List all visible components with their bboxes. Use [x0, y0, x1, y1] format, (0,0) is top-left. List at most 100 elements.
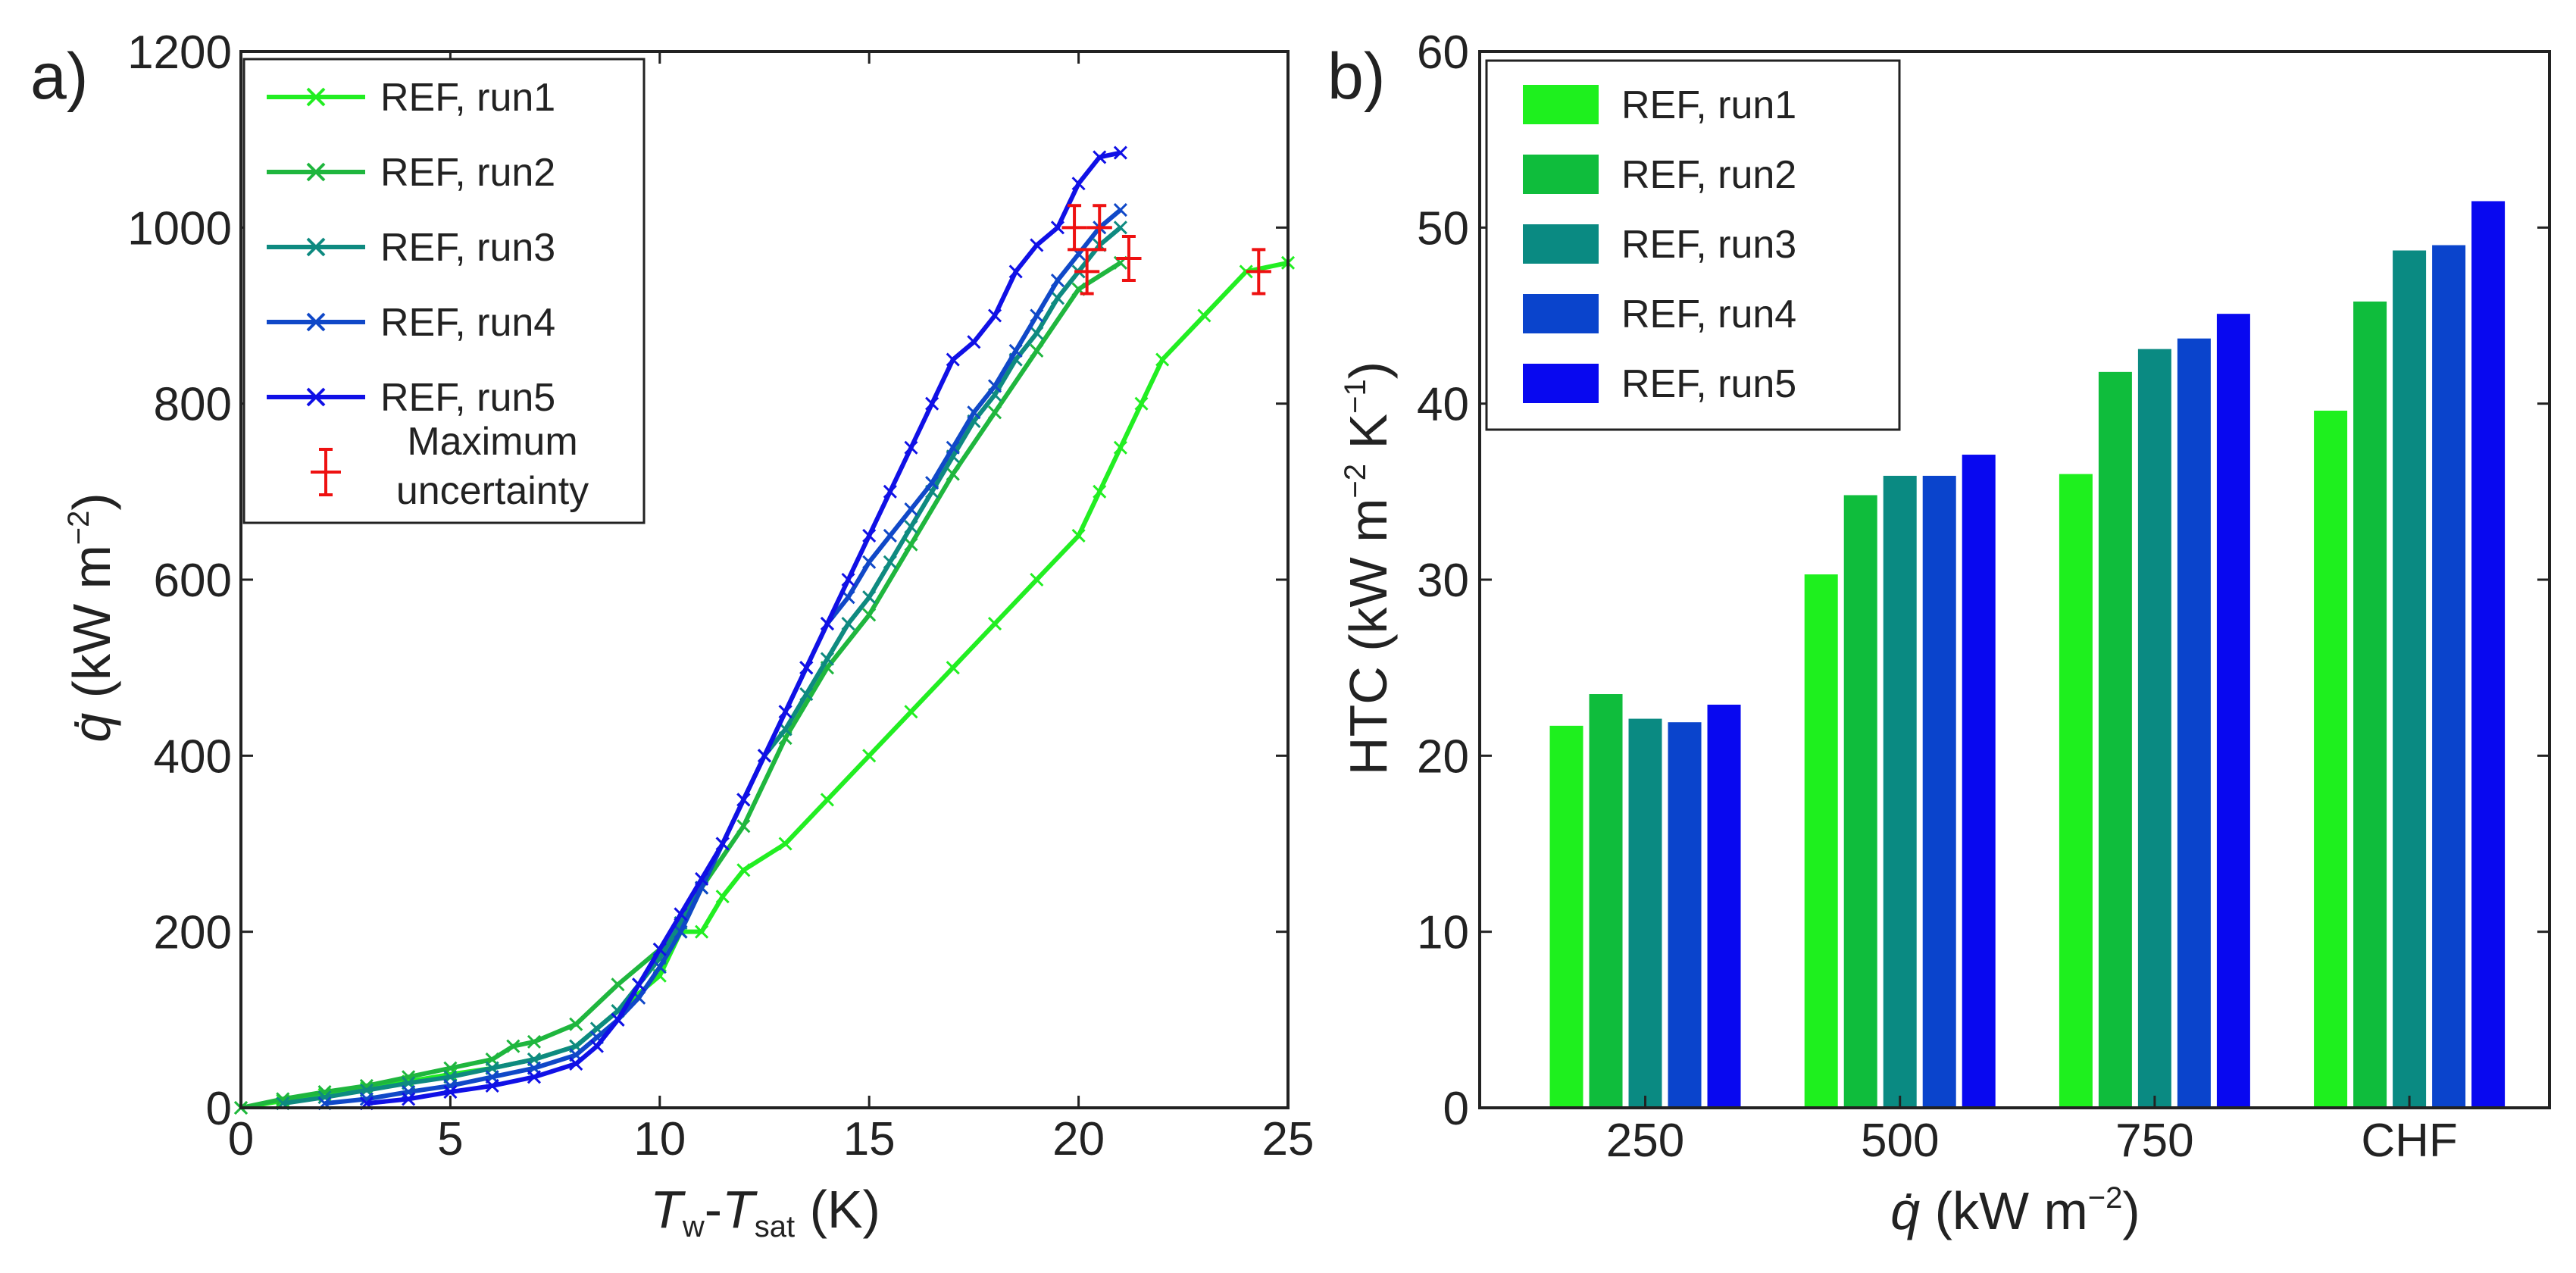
panel-b-ytick-label: 10 [1417, 907, 1469, 959]
panel-b-legend: REF, run1 REF, run2 REF, run3 REF, run4 REF,… [1485, 59, 1901, 431]
panel-b-legend-swatch [1523, 155, 1599, 194]
panel-a-data-point [402, 1092, 416, 1106]
panel-a-data-point [925, 396, 939, 411]
panel-a-xlabel-t1: T [650, 1180, 686, 1239]
panel-a: a) 0 5 10 15 20 25 0 200 400 600 800 1000 1200 Tw-Ts… [30, 27, 1314, 1243]
panel-a-series-line [240, 260, 1289, 1110]
panel-a-data-point [1071, 177, 1086, 191]
panel-b-xlabel-open: (kW m [1920, 1181, 2088, 1240]
panel-a-xlabel-t2: T [722, 1180, 758, 1239]
panel-a-data-point [904, 705, 918, 719]
panel-b-bar [2137, 349, 2171, 1109]
panel-b-ylabel-exp2: −1 [1339, 379, 1372, 414]
panel-a-data-point [674, 907, 688, 921]
panel-b-legend-swatch [1523, 85, 1599, 124]
panel-b-bar [2353, 301, 2387, 1108]
panel-a-data-point [883, 555, 897, 569]
panel-b-legend-label: REF, run2 [1621, 153, 1796, 197]
panel-a-ytick-label: 1000 [127, 202, 232, 255]
panel-b-bars-group [1549, 201, 2506, 1109]
panel-b-ytick-label: 20 [1417, 730, 1469, 783]
panel-b-xtick-label: 250 [1606, 1115, 1684, 1167]
panel-a-ylabel-q: q̇ [62, 713, 121, 743]
panel-b-legend-item-run5: REF, run5 [1523, 362, 1796, 406]
panel-a-data-point [946, 352, 960, 367]
panel-a-legend-label: REF, run1 [380, 76, 555, 120]
panel-a-xlabel: Tw-Tsat (K) [650, 1180, 880, 1243]
panel-a-series-line [282, 226, 1122, 1106]
panel-a-data-point [589, 1039, 604, 1053]
panel-b-bar [2471, 201, 2506, 1108]
panel-a-data-point [904, 502, 918, 517]
panel-b-group-250 [1549, 694, 1741, 1108]
panel-a-xtick-label: 0 [228, 1113, 254, 1165]
panel-b-ytick-label: 30 [1417, 555, 1469, 607]
panel-a-data-point [1030, 238, 1044, 252]
panel-a-legend-item-run3: REF, run3 [267, 226, 555, 270]
panel-a-legend-marker [306, 162, 326, 182]
panel-b-xtick-label: 750 [2115, 1115, 2193, 1167]
panel-b-bar [1922, 475, 1956, 1108]
panel-b-bar [2393, 250, 2427, 1109]
panel-a-xtick-label: 15 [843, 1113, 896, 1165]
panel-a-data-point [674, 924, 688, 939]
panel-a-legend-label: REF, run2 [380, 151, 555, 195]
panel-a-ylabel-close: ) [62, 493, 121, 510]
panel-b-legend-label: REF, run5 [1621, 362, 1796, 406]
panel-a-ytick-label: 200 [154, 907, 232, 959]
panel-a-uncertainty-marker [1246, 248, 1271, 296]
panel-a-legend-item-run2: REF, run2 [267, 151, 555, 195]
panel-a-data-point [1008, 343, 1023, 358]
panel-a-data-point [904, 520, 918, 534]
panel-b-bar [2432, 245, 2466, 1109]
panel-a-legend-item-run5: REF, run5 [267, 376, 555, 420]
panel-a-data-point [1093, 484, 1107, 499]
panel-a-data-point [904, 537, 918, 552]
panel-a-data-point [1113, 440, 1127, 455]
panel-b-legend-label: REF, run1 [1621, 83, 1796, 127]
panel-a-data-point [1113, 145, 1127, 160]
panel-a-series-group [233, 145, 1296, 1115]
panel-a-data-point [1030, 343, 1044, 358]
panel-b-legend-item-run2: REF, run2 [1523, 153, 1796, 197]
panel-b-legend-label: REF, run4 [1621, 292, 1796, 336]
panel-a-data-point [611, 977, 625, 992]
panel-a-data-point [1050, 291, 1065, 305]
panel-a-ytick-label: 0 [206, 1083, 232, 1135]
panel-a-data-point [778, 837, 792, 851]
panel-b-legend-item-run4: REF, run4 [1523, 292, 1796, 336]
panel-a-data-point [883, 484, 897, 499]
panel-b-bar [2177, 338, 2211, 1108]
panel-a-xtick-label: 20 [1052, 1113, 1105, 1165]
panel-a-legend-rows: REF, run1 REF, run2 REF, run3 REF, run4 REF,… [267, 76, 555, 420]
panel-a-legend-uncertainty-icon [311, 448, 341, 496]
panel-a-data-point [1050, 221, 1065, 235]
panel-a-data-point [799, 687, 814, 702]
panel-b-ylabel-mid: K [1339, 414, 1398, 464]
panel-b-ytick-label: 50 [1417, 202, 1469, 255]
panel-a-data-point [527, 1070, 542, 1084]
panel-b-legend-item-run1: REF, run1 [1523, 83, 1796, 127]
panel-b-bar [1962, 455, 1996, 1108]
panel-b-bar [1843, 495, 1877, 1108]
panel-a-data-point [862, 608, 877, 622]
panel-a-legend-label: REF, run5 [380, 376, 555, 420]
panel-b-ylabel: HTC (kW m−2 K−1) [1339, 361, 1398, 775]
panel-a-data-point [506, 1039, 521, 1053]
panel-a-data-point [1030, 326, 1044, 340]
panel-b-legend-swatch [1523, 294, 1599, 333]
panel-a-xlabel-sub1: w [682, 1210, 705, 1243]
panel-b-bar [1549, 725, 1583, 1108]
panel-b-bar [1707, 704, 1741, 1108]
panel-a-data-point [757, 749, 772, 763]
panel-a-data-point [569, 1017, 583, 1031]
panel-a-data-point [799, 661, 814, 675]
panel-a-ticks: 0 5 10 15 20 25 0 200 400 600 800 1000 1200 [127, 27, 1314, 1165]
panel-b-bar [2216, 314, 2250, 1109]
panel-a-data-point [695, 924, 709, 939]
panel-b-legend-swatch [1523, 364, 1599, 403]
panel-b-xlabel-exp: −2 [2088, 1181, 2123, 1215]
panel-a-data-point [715, 890, 730, 904]
panel-a-uncertainty-marker [1086, 204, 1112, 252]
panel-a-label: a) [30, 40, 88, 113]
